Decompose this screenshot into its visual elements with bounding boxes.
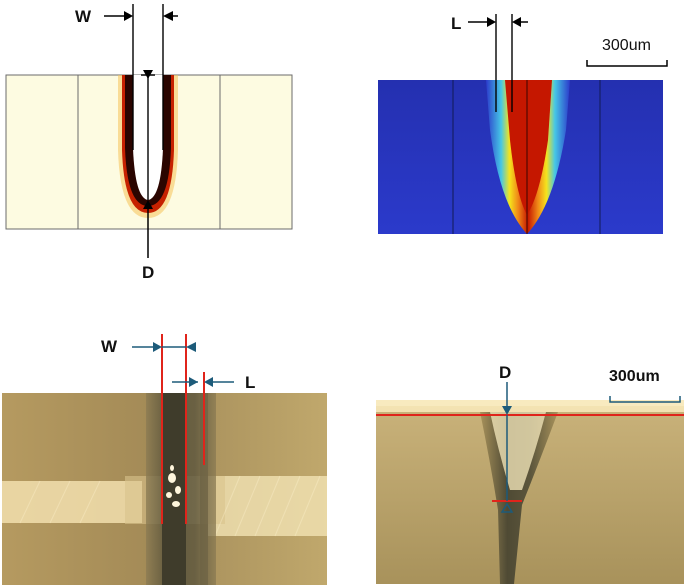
scale-bar-label: 300um: [609, 368, 660, 385]
arrowhead-icon: [124, 11, 133, 21]
debris-spots: [166, 465, 181, 507]
micro-top-panel: W L: [0, 300, 340, 587]
arrowhead-icon: [189, 377, 198, 387]
depth-label: D: [142, 263, 155, 282]
micro-top-figure: [2, 334, 327, 585]
sim-field-figure: [378, 14, 668, 234]
reflection-band: [208, 476, 327, 536]
width-label: W: [101, 337, 118, 356]
top-surface-glow: [376, 400, 684, 412]
width-label: W: [75, 7, 92, 26]
arrowhead-icon: [143, 200, 153, 209]
groove: [480, 412, 558, 584]
length-label: L: [451, 14, 462, 33]
sim-temperature-figure: [5, 4, 293, 258]
scale-bar: [586, 60, 668, 67]
sim-field-panel: L 300um: [340, 0, 685, 290]
micro-cross-figure: [376, 382, 684, 584]
arrowhead-icon: [204, 377, 213, 387]
sim-temperature-panel: W D: [0, 0, 330, 290]
arrowhead-icon: [487, 17, 496, 27]
arrowhead-icon: [500, 502, 514, 513]
length-label: L: [245, 373, 256, 392]
micro-cross-panel: D 300um: [340, 300, 685, 587]
reflection-band: [2, 481, 142, 523]
groove: [162, 393, 186, 585]
scale-bar-label: 300um: [602, 37, 651, 54]
arrowhead-icon: [512, 17, 521, 27]
groove-highlight: [490, 412, 546, 490]
field-core: [505, 80, 552, 215]
arrowhead-icon: [153, 342, 162, 352]
polish-scratches: [19, 475, 321, 537]
groove-edge: [200, 393, 208, 585]
arrowhead-icon: [163, 11, 173, 21]
scale-bar: [609, 396, 681, 403]
depth-label: D: [499, 363, 512, 382]
arrowhead-icon: [502, 406, 512, 415]
arrowhead-icon: [186, 342, 196, 352]
arrowhead-icon: [143, 70, 153, 79]
